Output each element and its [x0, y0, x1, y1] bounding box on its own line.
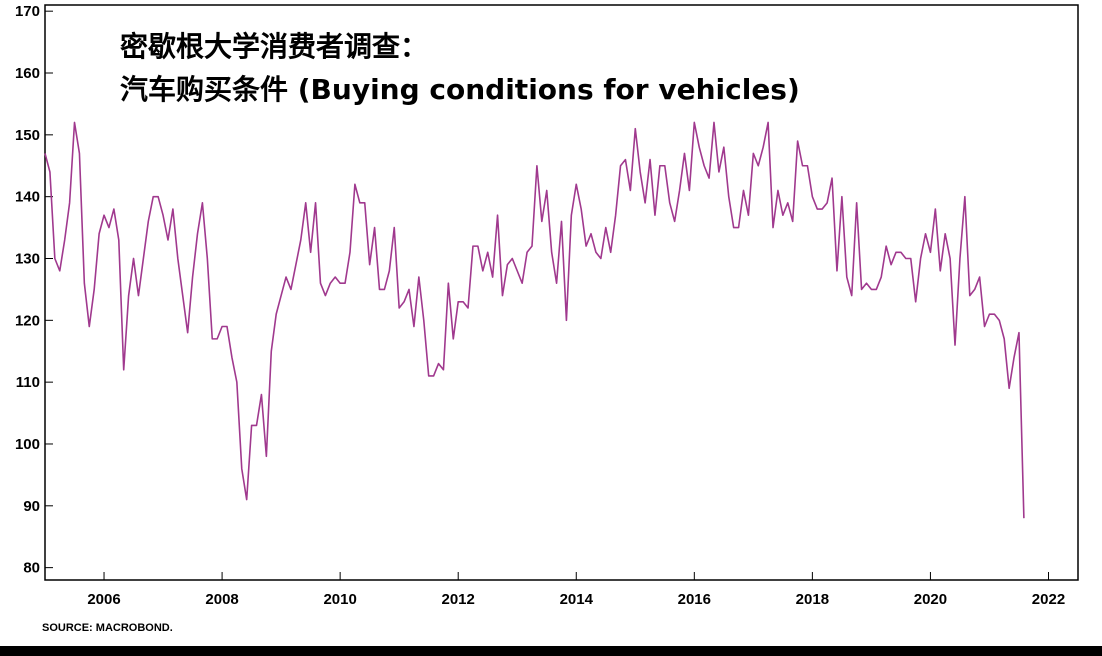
y-axis: 80 90 100 110 120 130 140 150 160 170 [15, 3, 53, 577]
bottom-bar [0, 646, 1102, 656]
y-tick-label: 110 [16, 374, 40, 391]
chart-title-line1: 密歇根大学消费者调查： [120, 30, 428, 63]
x-tick-label: 2014 [560, 591, 594, 608]
series-line [44, 121, 1025, 519]
y-tick-label: 150 [15, 127, 40, 144]
y-tick-label: 160 [15, 65, 40, 82]
x-tick-label: 2010 [323, 591, 356, 608]
y-tick-label: 170 [15, 3, 40, 20]
y-tick-label: 140 [15, 189, 40, 206]
plot-frame [44, 4, 1079, 581]
x-tick-label: 2022 [1032, 591, 1065, 608]
y-tick-label: 100 [15, 436, 40, 453]
x-axis: 2006 2008 2010 2012 2014 2016 2018 2020 2022 [87, 572, 1065, 608]
x-tick-label: 2016 [678, 591, 711, 608]
x-tick-label: 2006 [87, 591, 120, 608]
x-tick-label: 2020 [914, 591, 947, 608]
x-tick-label: 2008 [205, 591, 238, 608]
y-tick-label: 120 [15, 312, 40, 329]
source-label: SOURCE: MACROBOND. [42, 622, 173, 634]
chart-title-line2: 汽车购买条件 (Buying conditions for vehicles) [120, 73, 800, 106]
x-tick-label: 2018 [796, 591, 829, 608]
x-tick-label: 2012 [442, 591, 475, 608]
y-tick-label: 90 [23, 498, 40, 515]
y-tick-label: 130 [15, 250, 40, 267]
y-tick-label: 80 [23, 560, 40, 577]
